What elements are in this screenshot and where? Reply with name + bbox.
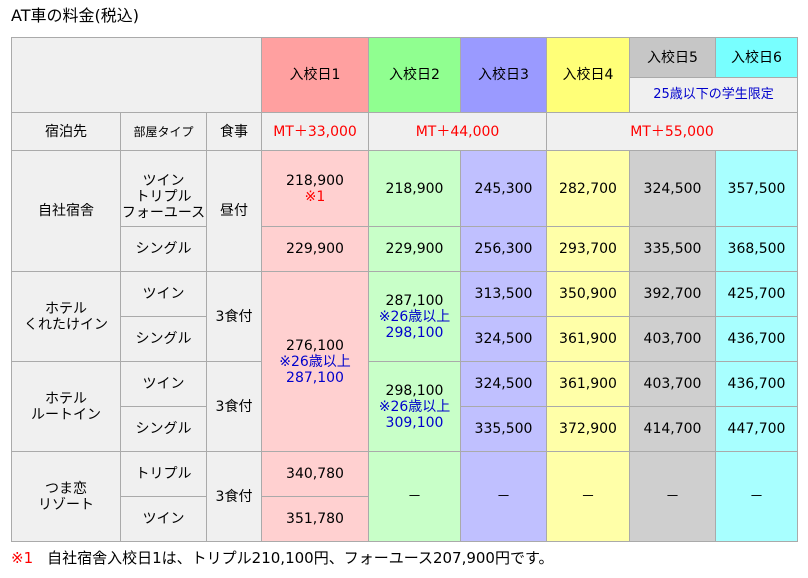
price-value: 218,900 [286, 172, 344, 189]
room-kuretake-single: シングル [120, 316, 207, 362]
cell-route-twin-d6: 436,700 [715, 361, 798, 407]
room-tsumakoi-triple: トリプル [120, 451, 207, 497]
cell-jisha-single-d5: 335,500 [629, 226, 716, 272]
cell-kuretake-single-d5: 403,700 [629, 316, 716, 362]
footnote-text: 自社宿舎入校日1は、トリプル210,100円、フォーユース207,900円です。 [47, 549, 554, 567]
cell-tsumakoi-d2: － [368, 451, 461, 542]
cell-jisha-multi-d3: 245,300 [460, 150, 547, 227]
cell-tsumakoi-d5: － [629, 451, 716, 542]
student-note: 25歳以下の学生限定 [629, 77, 798, 113]
price-day2-3: MT＋44,000 [368, 112, 547, 151]
cell-kuretake-twin-d4: 350,900 [546, 271, 630, 317]
cell-tsumakoi-twin-d1: 351,780 [261, 496, 369, 542]
col-day1: 入校日1 [261, 37, 369, 113]
cell-kuretake-twin-d5: 392,700 [629, 271, 716, 317]
cell-route-twin-d4: 361,900 [546, 361, 630, 407]
room-tsumakoi-twin: ツイン [120, 496, 207, 542]
footnote-mark: ※1 [11, 549, 34, 567]
age-note: ※26歳以上 [378, 398, 451, 415]
meal-jisha: 昼付 [206, 150, 262, 272]
meal-tsumakoi: 3食付 [206, 451, 262, 542]
header-room-type: 部屋タイプ [120, 112, 207, 151]
room-route-single: シングル [120, 406, 207, 452]
meal-kuretake: 3食付 [206, 271, 262, 362]
header-meals: 食事 [206, 112, 262, 151]
cell-jisha-multi-d5: 324,500 [629, 150, 716, 227]
header-corner [11, 37, 262, 113]
cell-tsumakoi-d3: － [460, 451, 547, 542]
cell-tsumakoi-d4: － [546, 451, 630, 542]
room-kuretake-twin: ツイン [120, 271, 207, 317]
lodging-tsumakoi: つま恋 リゾート [11, 451, 121, 542]
room-jisha-multi: ツイン トリプル フォーユース [120, 150, 207, 227]
lodging-route: ホテル ルートイン [11, 361, 121, 452]
cell-kuretake-twin-d3: 313,500 [460, 271, 547, 317]
footnote-mark: ※1 [304, 188, 326, 205]
cell-jisha-single-d3: 256,300 [460, 226, 547, 272]
cell-kuretake-single-d3: 324,500 [460, 316, 547, 362]
page-title: AT車の料金(税込) [11, 6, 139, 25]
cell-route-single-d3: 335,500 [460, 406, 547, 452]
age-note-price: 287,100 [286, 369, 344, 386]
cell-route-d2: 298,100 ※26歳以上 309,100 [368, 361, 461, 452]
cell-jisha-multi-d6: 357,500 [715, 150, 798, 227]
age-note: ※26歳以上 [378, 308, 451, 325]
lodging-jisha: 自社宿舎 [11, 150, 121, 272]
cell-jisha-multi-d4: 282,700 [546, 150, 630, 227]
col-day6: 入校日6 [715, 37, 798, 78]
price-value: 287,100 [385, 292, 444, 309]
cell-jisha-single-d4: 293,700 [546, 226, 630, 272]
col-day4: 入校日4 [546, 37, 630, 113]
age-note: ※26歳以上 [279, 353, 351, 370]
price-day1: MT＋33,000 [261, 112, 369, 151]
cell-kuretake-twin-d6: 425,700 [715, 271, 798, 317]
col-day3: 入校日3 [460, 37, 547, 113]
cell-jisha-single-d6: 368,500 [715, 226, 798, 272]
room-jisha-single: シングル [120, 226, 207, 272]
price-day4-6: MT＋55,000 [546, 112, 798, 151]
lodging-kuretake: ホテル くれたけイン [11, 271, 121, 362]
room-label: ツイン トリプル フォーユース [121, 172, 206, 221]
cell-jisha-multi-d2: 218,900 [368, 150, 461, 227]
age-note-price: 298,100 [385, 324, 444, 341]
meal-route: 3食付 [206, 361, 262, 452]
cell-jisha-single-d1: 229,900 [261, 226, 369, 272]
fee-table: 入校日1 入校日2 入校日3 入校日4 入校日5 入校日6 25歳以下の学生限定… [11, 37, 798, 542]
cell-tsumakoi-d6: － [715, 451, 798, 542]
cell-kuretake-d2: 287,100 ※26歳以上 298,100 [368, 271, 461, 362]
cell-kuretake-single-d6: 436,700 [715, 316, 798, 362]
cell-route-twin-d5: 403,700 [629, 361, 716, 407]
cell-route-single-d4: 372,900 [546, 406, 630, 452]
cell-hotels-d1: 276,100 ※26歳以上 287,100 [261, 271, 369, 452]
cell-route-single-d5: 414,700 [629, 406, 716, 452]
price-value: 276,100 [286, 337, 344, 354]
room-route-twin: ツイン [120, 361, 207, 407]
cell-kuretake-single-d4: 361,900 [546, 316, 630, 362]
price-value: 298,100 [385, 382, 444, 399]
col-day2: 入校日2 [368, 37, 461, 113]
col-day5: 入校日5 [629, 37, 716, 78]
header-lodging: 宿泊先 [11, 112, 121, 151]
cell-route-single-d6: 447,700 [715, 406, 798, 452]
cell-route-twin-d3: 324,500 [460, 361, 547, 407]
footnote: ※1 自社宿舎入校日1は、トリプル210,100円、フォーユース207,900円で… [11, 548, 553, 568]
age-note-price: 309,100 [385, 414, 444, 431]
cell-tsumakoi-triple-d1: 340,780 [261, 451, 369, 497]
cell-jisha-multi-d1: 218,900 ※1 [261, 150, 369, 227]
cell-jisha-single-d2: 229,900 [368, 226, 461, 272]
